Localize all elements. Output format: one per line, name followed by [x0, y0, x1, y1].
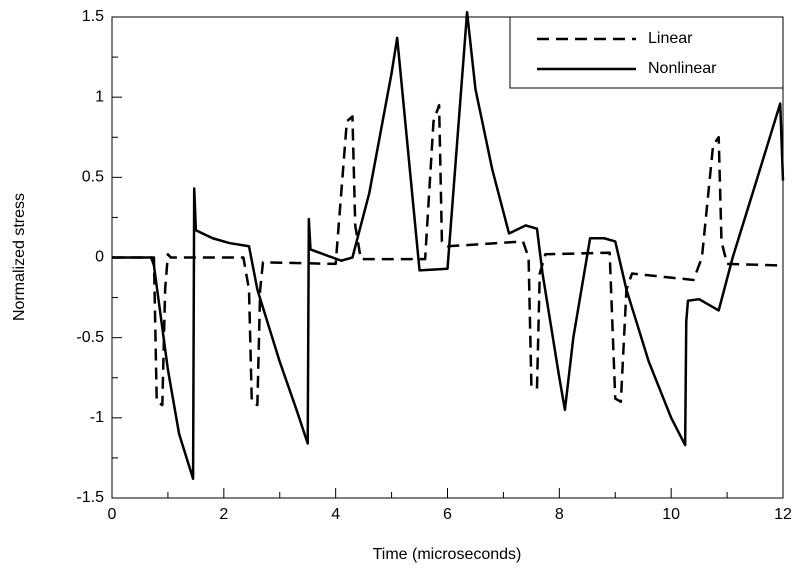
x-tick-label: 2 — [219, 506, 228, 523]
y-tick-label: -1 — [90, 409, 104, 426]
legend-label: Nonlinear — [648, 60, 717, 77]
x-tick-label: 10 — [662, 506, 680, 523]
y-tick-label: 0.5 — [82, 169, 104, 186]
y-tick-label: 0 — [95, 249, 104, 266]
y-tick-label: -0.5 — [76, 329, 104, 346]
x-tick-label: 6 — [443, 506, 452, 523]
y-tick-label: 1 — [95, 88, 104, 105]
x-tick-label: 0 — [108, 506, 117, 523]
line-series — [112, 10, 785, 481]
y-tick-label: -1.5 — [76, 489, 104, 506]
legend-label: Linear — [648, 30, 693, 47]
x-tick-label: 4 — [331, 506, 340, 523]
legend-box — [509, 16, 784, 89]
y-axis-label: Normalized stress — [11, 193, 28, 321]
y-tick-label: 1.5 — [82, 8, 104, 25]
x-tick-label: 12 — [774, 506, 792, 523]
x-tick-label: 8 — [555, 506, 564, 523]
line-series — [112, 103, 784, 407]
x-axis-label: Time (microseconds) — [373, 546, 522, 563]
